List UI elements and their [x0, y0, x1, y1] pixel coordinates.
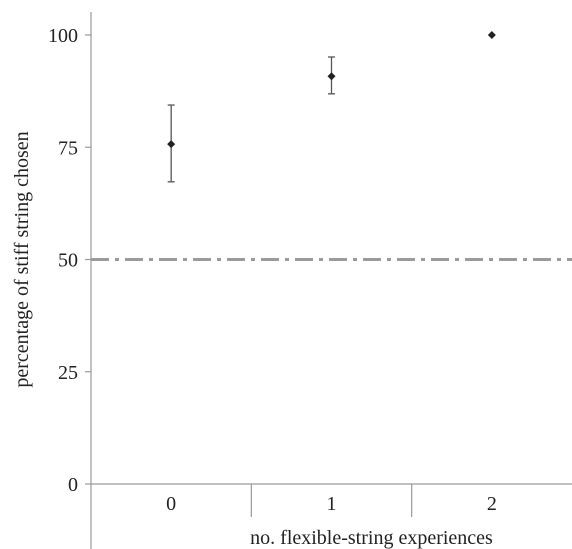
y-tick-label: 50: [58, 250, 78, 272]
y-axis-label: percentage of stiff string chosen: [11, 131, 33, 387]
data-point-marker: [167, 140, 176, 149]
data-points: [167, 31, 496, 183]
axes: [90, 12, 572, 549]
x-tick-label: 1: [327, 493, 337, 515]
data-point-marker: [327, 72, 336, 81]
x-ticks: 0 1 2: [166, 484, 497, 517]
data-point-marker: [487, 31, 496, 39]
x-tick-label: 2: [487, 493, 497, 515]
y-tick-label: 25: [58, 362, 78, 384]
y-ticks: 0 25 50 75 100: [48, 25, 91, 496]
y-tick-label: 100: [48, 25, 78, 47]
y-tick-label: 75: [58, 137, 78, 159]
x-axis-label: no. flexible-string experiences: [250, 527, 493, 549]
y-tick-label: 0: [68, 474, 78, 496]
x-tick-label: 0: [166, 493, 176, 515]
